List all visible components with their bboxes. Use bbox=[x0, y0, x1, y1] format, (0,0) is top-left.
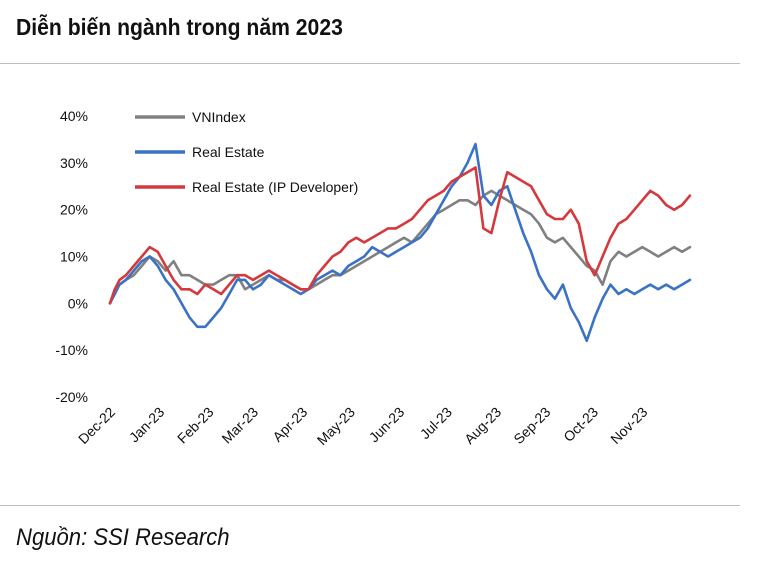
y-tick-label: 10% bbox=[60, 249, 88, 265]
x-tick-label: Jan-23 bbox=[126, 404, 168, 446]
x-tick-label: Dec-22 bbox=[75, 404, 118, 447]
x-tick-label: Sep-23 bbox=[510, 404, 553, 447]
legend: VNIndex Real Estate Real Estate (IP Develo… bbox=[135, 109, 358, 195]
y-tick-label: -20% bbox=[55, 389, 88, 405]
top-divider bbox=[0, 63, 740, 64]
x-tick-label: Nov-23 bbox=[607, 404, 650, 447]
series-line-real-estate-ip-developer bbox=[108, 166, 692, 305]
bottom-divider bbox=[0, 505, 740, 506]
x-tick-label: Apr-23 bbox=[269, 404, 310, 445]
x-axis: Dec-22 Jan-23 Feb-23 Mar-23 Apr-23 May-23 Jun-… bbox=[75, 404, 651, 448]
y-tick-label: 30% bbox=[60, 155, 88, 171]
y-tick-label: -10% bbox=[55, 342, 88, 358]
legend-label: Real Estate bbox=[192, 144, 265, 160]
x-tick-label: Jun-23 bbox=[366, 404, 408, 446]
legend-label: Real Estate (IP Developer) bbox=[192, 179, 358, 195]
y-tick-label: 40% bbox=[60, 108, 88, 124]
series-line-vnindex bbox=[108, 189, 692, 305]
legend-label: VNIndex bbox=[192, 109, 246, 125]
x-tick-label: May-23 bbox=[314, 404, 358, 448]
x-tick-label: Aug-23 bbox=[461, 404, 504, 447]
y-tick-label: 20% bbox=[60, 202, 88, 218]
x-tick-label: Mar-23 bbox=[218, 404, 261, 447]
y-tick-label: 0% bbox=[68, 295, 88, 311]
line-chart: 40% 30% 20% 10% 0% -10% -20% Dec-22 Jan-23 Feb-2… bbox=[55, 108, 692, 448]
x-tick-label: Feb-23 bbox=[174, 404, 217, 447]
page-title: Diễn biến ngành trong năm 2023 bbox=[16, 14, 343, 40]
source-note: Nguồn: SSI Research bbox=[16, 524, 230, 551]
y-axis: 40% 30% 20% 10% 0% -10% -20% bbox=[55, 108, 88, 405]
series-line-real-estate bbox=[108, 142, 692, 343]
x-tick-label: Oct-23 bbox=[560, 404, 601, 445]
x-tick-label: Jul-23 bbox=[417, 404, 455, 442]
series-layer bbox=[108, 142, 692, 343]
